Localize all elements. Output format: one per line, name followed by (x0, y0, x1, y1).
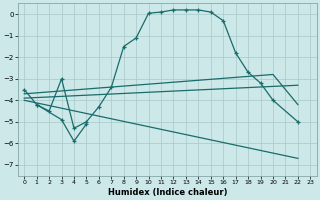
X-axis label: Humidex (Indice chaleur): Humidex (Indice chaleur) (108, 188, 227, 197)
